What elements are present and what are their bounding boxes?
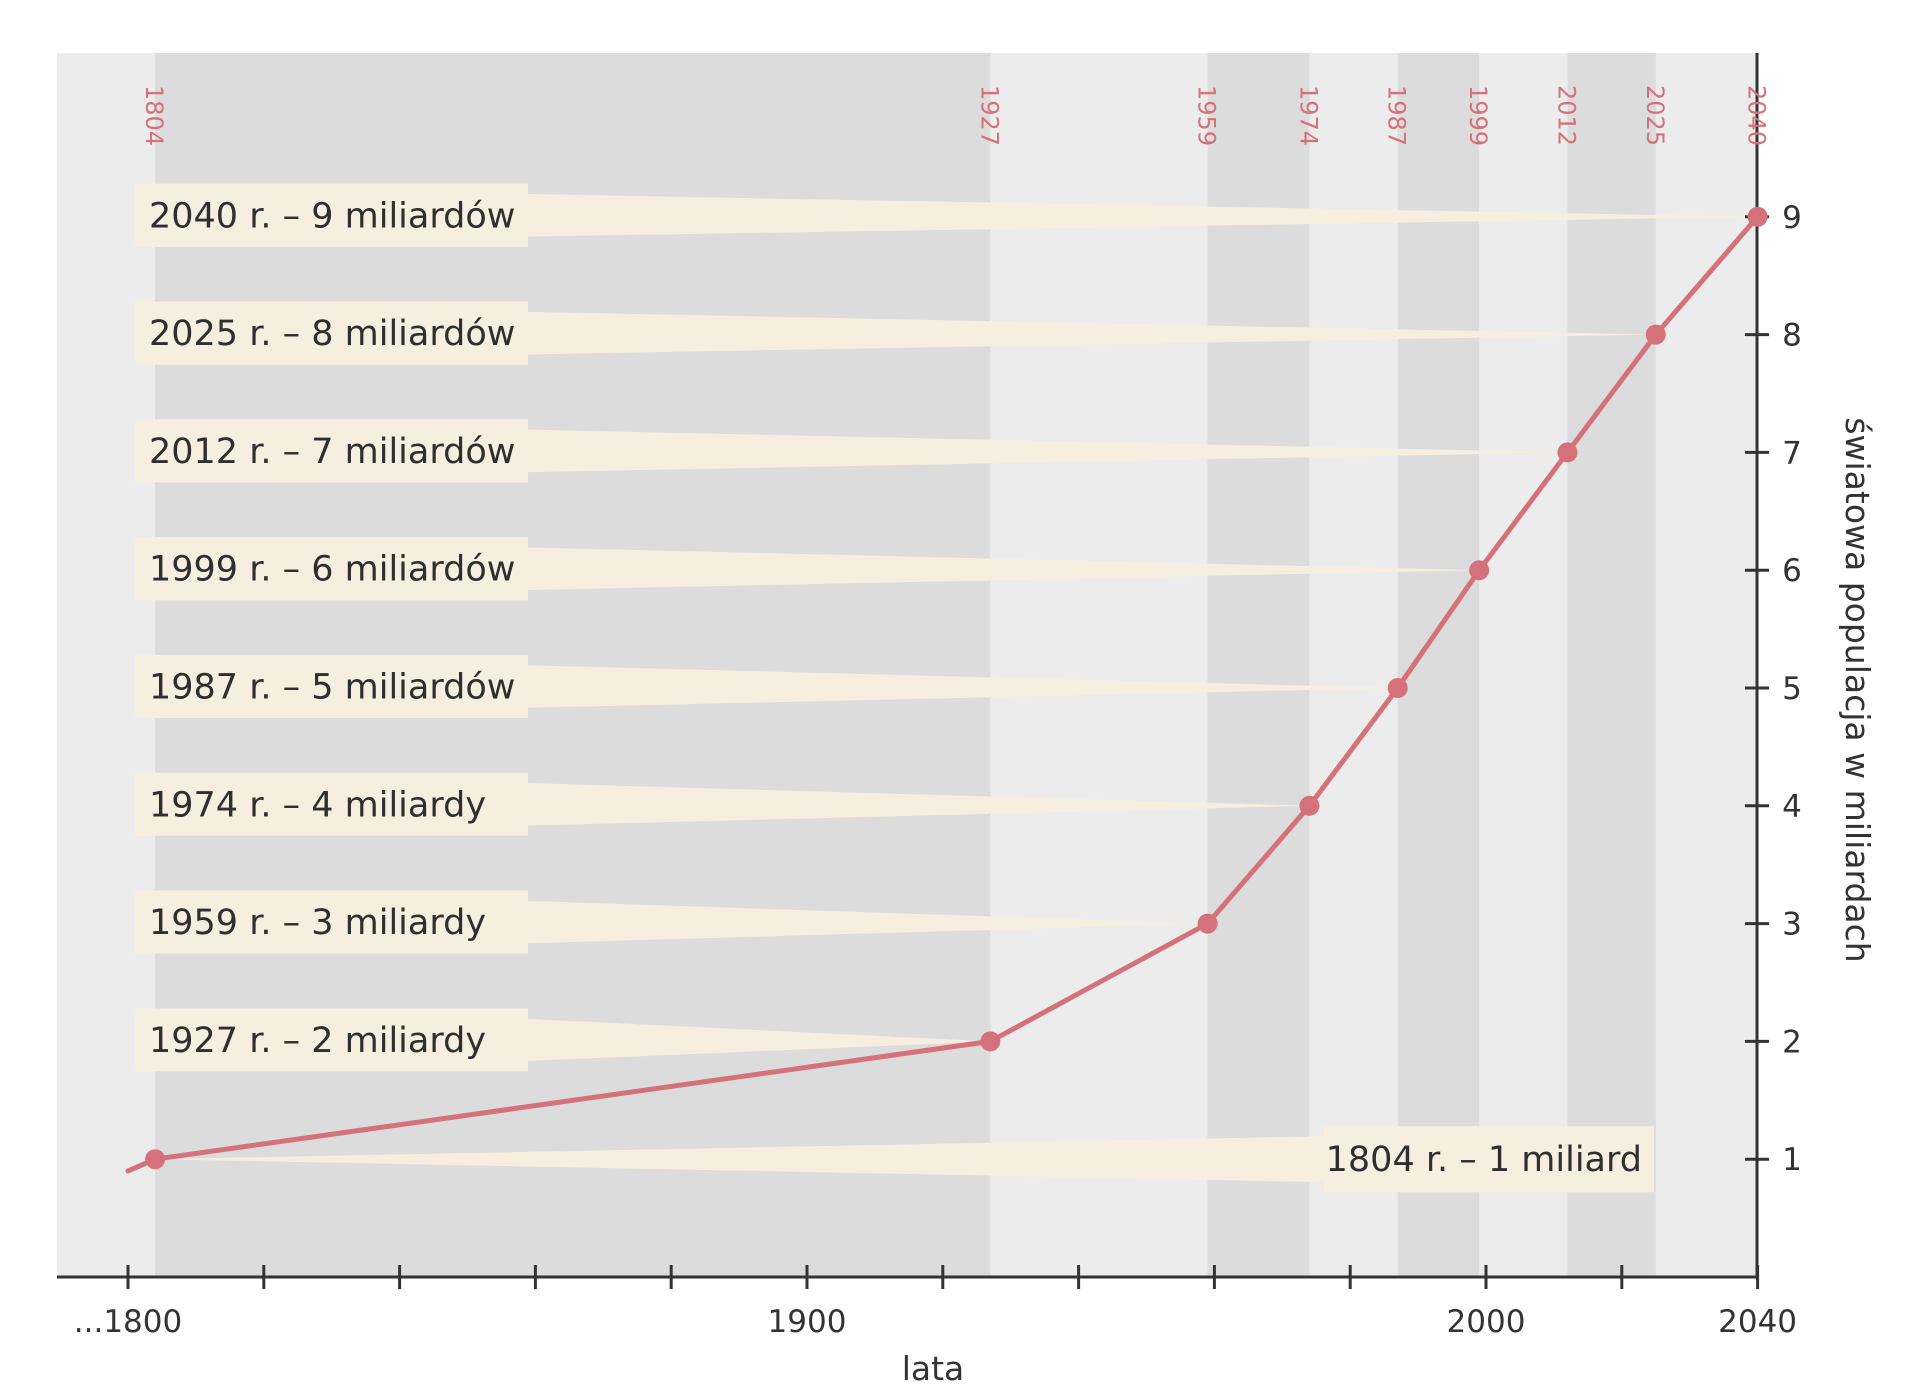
year-label-2012: 2012: [1552, 85, 1580, 146]
y-tick-label-5: 5: [1782, 671, 1802, 707]
callout-box-1987: [135, 655, 528, 718]
y-tick-label-7: 7: [1782, 435, 1802, 471]
callout-wedge-1804: [155, 1136, 1324, 1183]
callout-text-2040: 2040 r. – 9 miliardów: [149, 196, 515, 236]
callout-text-2025: 2025 r. – 8 miliardów: [149, 314, 515, 354]
y-axis-title: światowa populacja w miliardach: [1838, 417, 1877, 962]
population-line: [125, 214, 1761, 1174]
year-label-2040: 2040: [1743, 85, 1771, 146]
callout-box-1804: [1324, 1126, 1654, 1193]
period-band-1987-1999: [1397, 53, 1480, 1277]
data-point-1987: [1387, 678, 1408, 698]
y-tick-label-8: 8: [1782, 318, 1802, 354]
data-point-1959: [1197, 913, 1218, 934]
callouts: 1804 r. – 1 miliard 1927 r. – 2 miliardy 1…: [135, 183, 1758, 1193]
callout-wedge-1927: [518, 1018, 991, 1062]
x-tick-label-1900: 1900: [768, 1304, 847, 1340]
data-point-1974: [1299, 795, 1320, 816]
series-layer: [125, 206, 1768, 1174]
y-tick-label-3: 3: [1782, 907, 1802, 943]
callout-box-1959: [135, 890, 528, 954]
callout-box-1927: [135, 1008, 528, 1072]
callout-box-2040: [135, 183, 528, 247]
data-point-1804: [145, 1149, 166, 1170]
callout-wedge-2040: [518, 193, 1758, 237]
callout-wedge-1959: [518, 900, 1208, 944]
year-label-1959: 1959: [1193, 85, 1221, 146]
callout-text-1959: 1959 r. – 3 miliardy: [149, 903, 486, 943]
callout-box-1999: [135, 537, 528, 601]
callout-box-1974: [135, 772, 528, 836]
y-tick-label-9: 9: [1782, 200, 1802, 236]
callout-text-1987: 1987 r. – 5 miliardów: [149, 668, 515, 708]
x-tick-label-2000: 2000: [1447, 1304, 1526, 1340]
year-label-1927: 1927: [975, 85, 1003, 146]
callout-text-1804: 1804 r. – 1 miliard: [1326, 1140, 1642, 1180]
callout-wedge-2025: [518, 311, 1656, 355]
y-tick-label-1: 1: [1782, 1142, 1802, 1178]
y-tick-label-6: 6: [1782, 553, 1802, 589]
callout-text-1927: 1927 r. – 2 miliardy: [149, 1021, 486, 1061]
callout-wedge-1974: [518, 782, 1310, 826]
data-point-2012: [1557, 442, 1578, 463]
callout-box-2012: [135, 419, 528, 483]
callout-text-1999: 1999 r. – 6 miliardów: [149, 550, 515, 590]
year-label-1999: 1999: [1464, 85, 1492, 146]
x-tick-label-1800: ...1800: [74, 1304, 182, 1340]
x-axis-title: lata: [902, 1349, 965, 1384]
callout-text-2012: 2012 r. – 7 miliardów: [149, 432, 515, 472]
year-label-1987: 1987: [1383, 85, 1411, 146]
callout-box-2025: [135, 301, 528, 365]
year-label-2025: 2025: [1641, 85, 1669, 146]
data-point-1999: [1469, 560, 1490, 581]
labels-layer: 1804 1927 1959 1974 1987 1999 2012 2025 2040: [140, 85, 1770, 146]
x-tick-label-2040: 2040: [1718, 1304, 1797, 1340]
data-point-2040: [1747, 206, 1768, 227]
data-point-1927: [980, 1031, 1001, 1052]
axes: ...1800 1900 2000 2040 1 2 3 4 5 6 7 8 9: [57, 53, 1802, 1340]
callout-wedge-1987: [518, 665, 1398, 708]
callout-wedge-1999: [518, 547, 1480, 591]
year-label-1804: 1804: [140, 85, 168, 146]
period-bands: [57, 53, 1757, 1277]
callout-text-1974: 1974 r. – 4 miliardy: [149, 785, 486, 825]
callout-wedge-2012: [518, 429, 1568, 473]
period-band-1959-1974: [1207, 53, 1310, 1277]
y-tick-label-4: 4: [1782, 789, 1802, 825]
year-label-1974: 1974: [1294, 85, 1322, 146]
data-point-2025: [1645, 324, 1666, 345]
y-tick-label-2: 2: [1782, 1024, 1802, 1060]
period-band-2012-2025: [1567, 53, 1656, 1277]
